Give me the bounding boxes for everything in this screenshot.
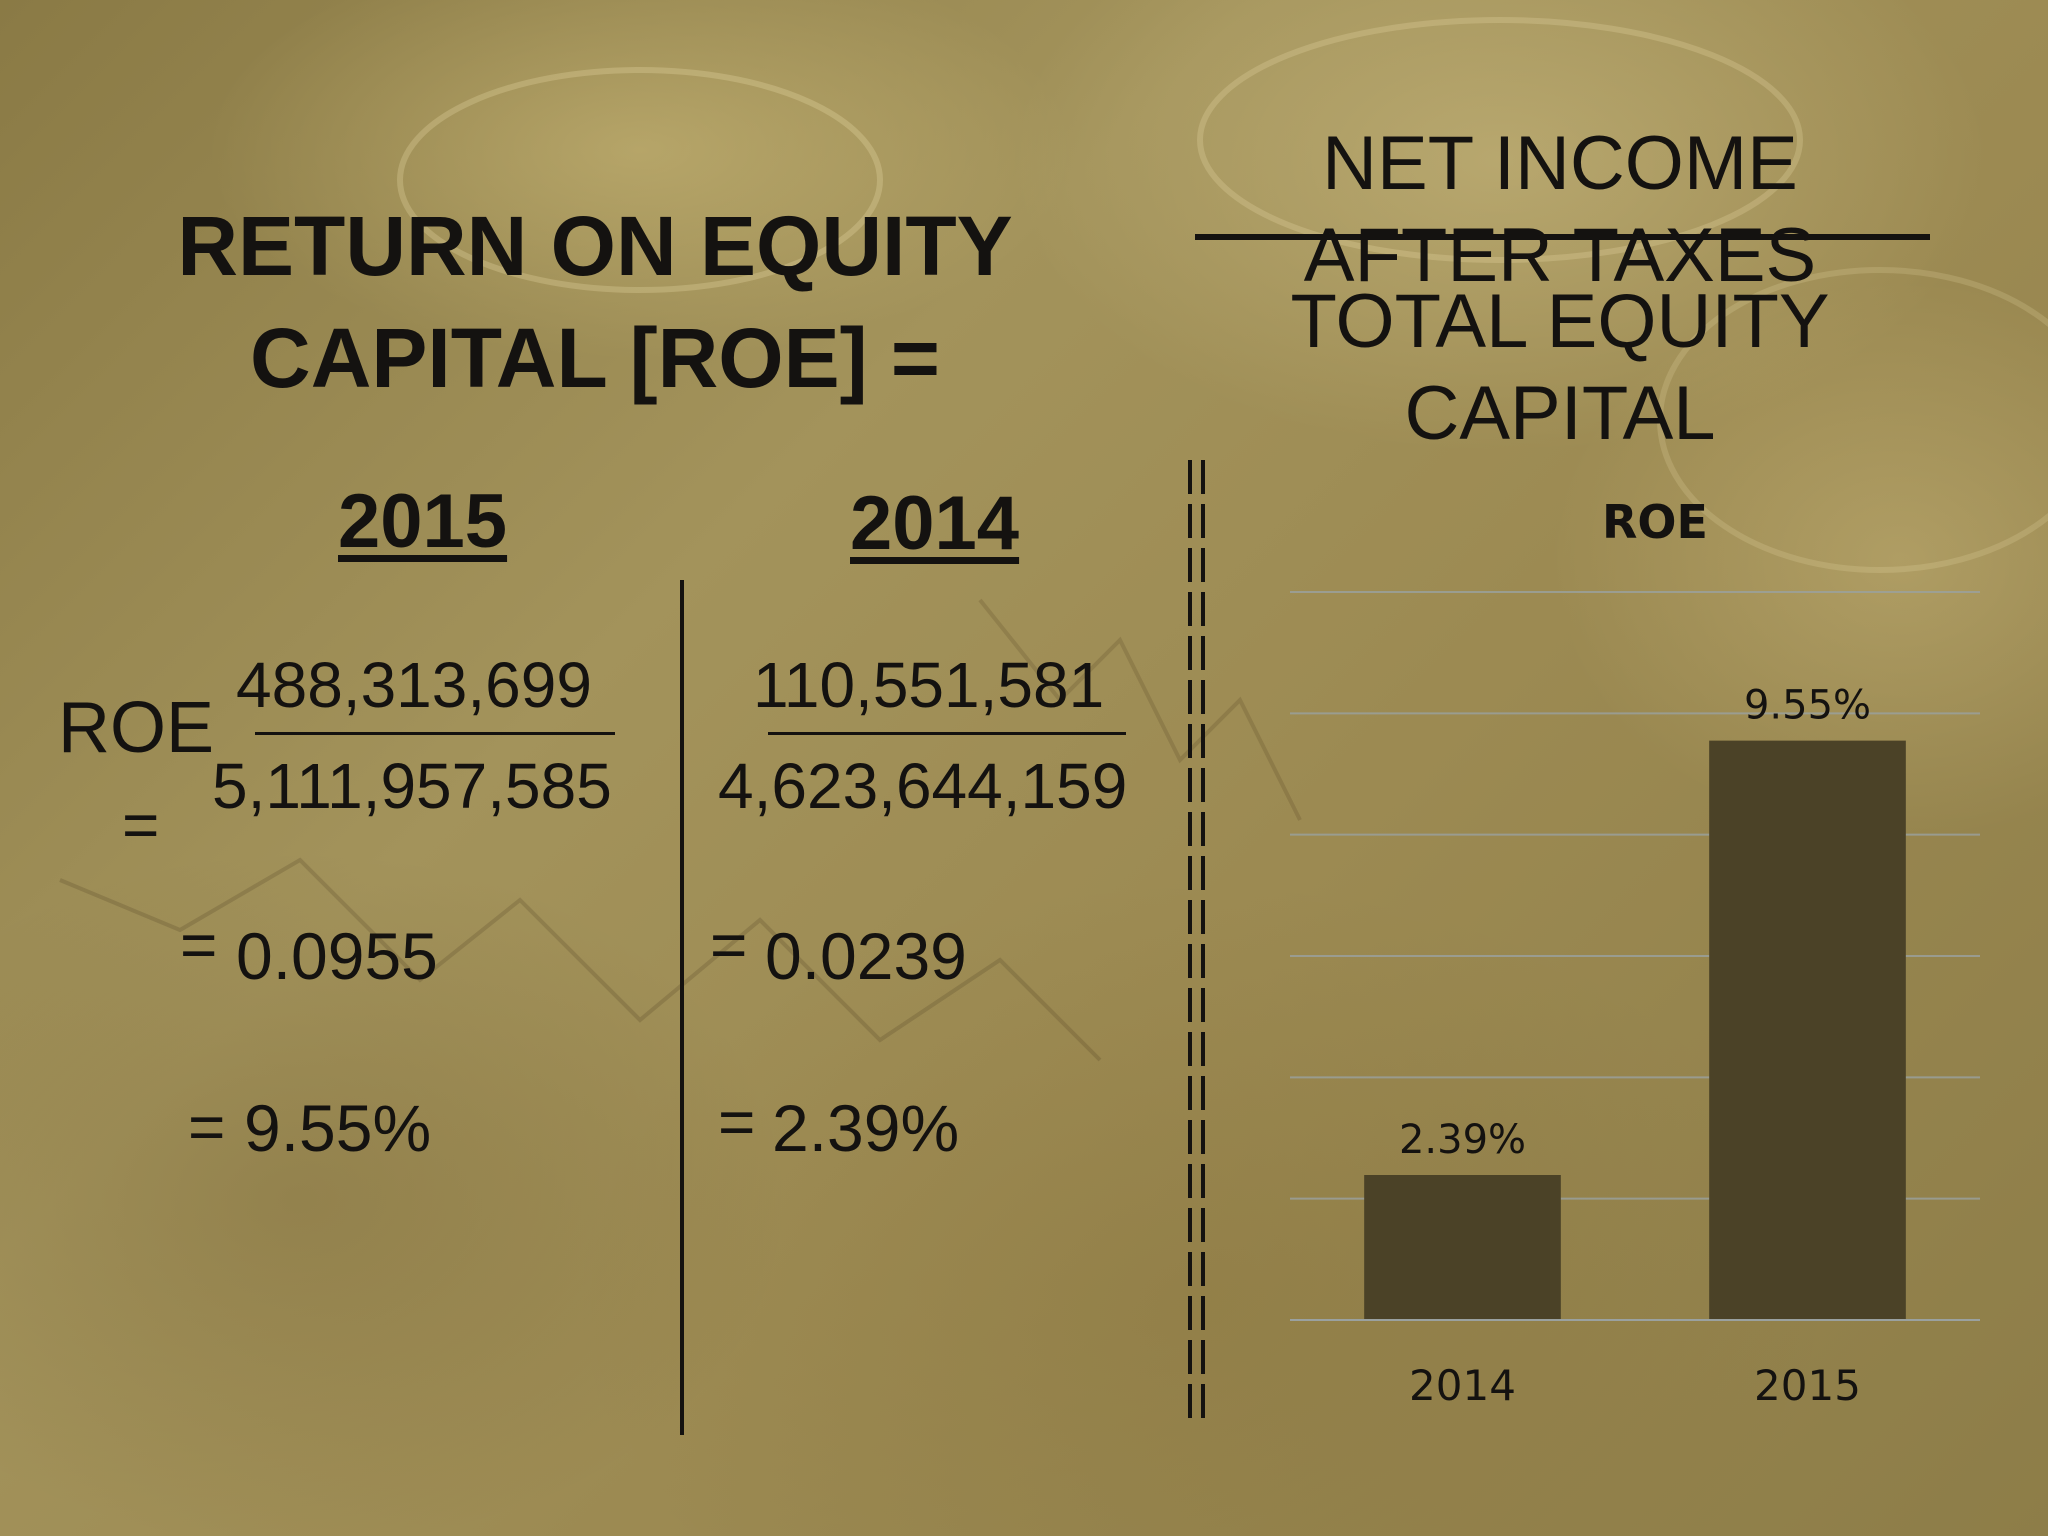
year-heading-2015: 2015 [338, 479, 508, 564]
formula-denominator: TOTAL EQUITY CAPITAL [1190, 276, 1930, 460]
roe-label: ROE [58, 688, 215, 768]
equals-2014-decimal: = [710, 909, 748, 981]
year-heading-2014: 2014 [850, 481, 1020, 566]
fraction-bar-2014 [768, 732, 1126, 735]
numerator-2014: 110,551,581 [753, 649, 1105, 721]
data-label-2015: 9.55% [1744, 683, 1871, 729]
chart-title: ROE [1602, 495, 1708, 549]
title-line-2: CAPITAL [ROE] = [250, 311, 940, 405]
x-tick-label-2015: 2015 [1754, 1361, 1861, 1410]
denominator-2014: 4,623,644,159 [718, 750, 1128, 822]
formula-fraction-bar [1195, 234, 1930, 240]
numerator-2015: 488,313,699 [236, 649, 592, 721]
percent-2014: 2.39% [772, 1091, 960, 1165]
roe-equals: = [122, 789, 160, 861]
denominator-2015: 5,111,957,585 [212, 750, 612, 822]
fraction-bar-2015 [255, 732, 615, 735]
x-tick-label-2014: 2014 [1409, 1361, 1516, 1410]
data-label-2014: 2.39% [1399, 1117, 1526, 1163]
bar-2015 [1709, 740, 1906, 1320]
roe-chart-svg: ROE 2.39% 2014 9.55% 2015 [1290, 495, 1980, 1410]
formula-denominator-line-1: TOTAL EQUITY [1290, 279, 1830, 364]
column-divider [680, 580, 684, 1435]
title-line-1: RETURN ON EQUITY [177, 199, 1013, 293]
bar-2014 [1364, 1175, 1561, 1320]
formula-numerator: NET INCOME AFTER TAXES [1190, 118, 1930, 302]
roe-chart: ROE 2.39% 2014 9.55% 2015 [1240, 470, 2020, 1430]
formula-denominator-line-2: CAPITAL [1404, 371, 1716, 456]
equals-2014-percent: = [718, 1086, 756, 1158]
dashed-divider [1188, 460, 1205, 1425]
decimal-2014: 0.0239 [765, 919, 967, 993]
formula-numerator-line-1: NET INCOME [1322, 121, 1798, 206]
percent-2015: 9.55% [244, 1091, 432, 1165]
slide-title: RETURN ON EQUITY CAPITAL [ROE] = [100, 190, 1090, 414]
equals-2015-decimal: = [180, 909, 218, 981]
decimal-2015: 0.0955 [236, 919, 438, 993]
formula-numerator-line-2: AFTER TAXES [1303, 213, 1817, 298]
equals-2015-percent: = [188, 1091, 226, 1163]
